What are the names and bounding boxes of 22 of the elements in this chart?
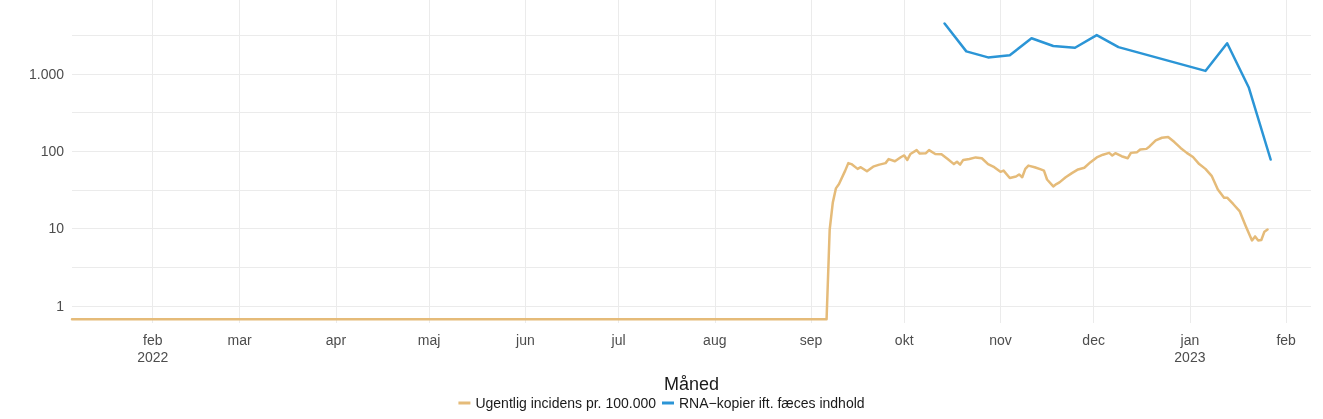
x-tick-label: feb (1276, 331, 1297, 348)
x-tick-label: nov (989, 331, 1012, 348)
line-series (943, 22, 1272, 161)
x-tick-label: jan 2023 (1174, 331, 1206, 365)
x-tick-label: jul (610, 331, 626, 348)
x-tick-label: okt (894, 331, 914, 348)
x-tick-label: mar (227, 331, 253, 348)
x-tick-label: sep (799, 331, 823, 348)
x-tick-label: feb 2022 (137, 331, 169, 365)
x-tick-label: apr (325, 331, 347, 348)
y-tick-label: 100 (40, 143, 65, 160)
y-tick-label: 1.000 (28, 65, 65, 82)
x-axis-title: Måned (663, 374, 720, 394)
legend-label: RNA−kopier ift. fæces indhold (678, 395, 865, 411)
x-tick-label: dec (1082, 331, 1105, 348)
y-tick-label: 10 (48, 220, 65, 237)
x-tick-label: aug (703, 331, 727, 348)
x-tick-label: maj (417, 331, 441, 348)
line-series (70, 135, 1269, 321)
legend-label: Ugentlig incidens pr. 100.000 (475, 395, 657, 411)
x-tick-label: jun (515, 331, 535, 348)
y-tick-label: 1 (56, 297, 65, 314)
